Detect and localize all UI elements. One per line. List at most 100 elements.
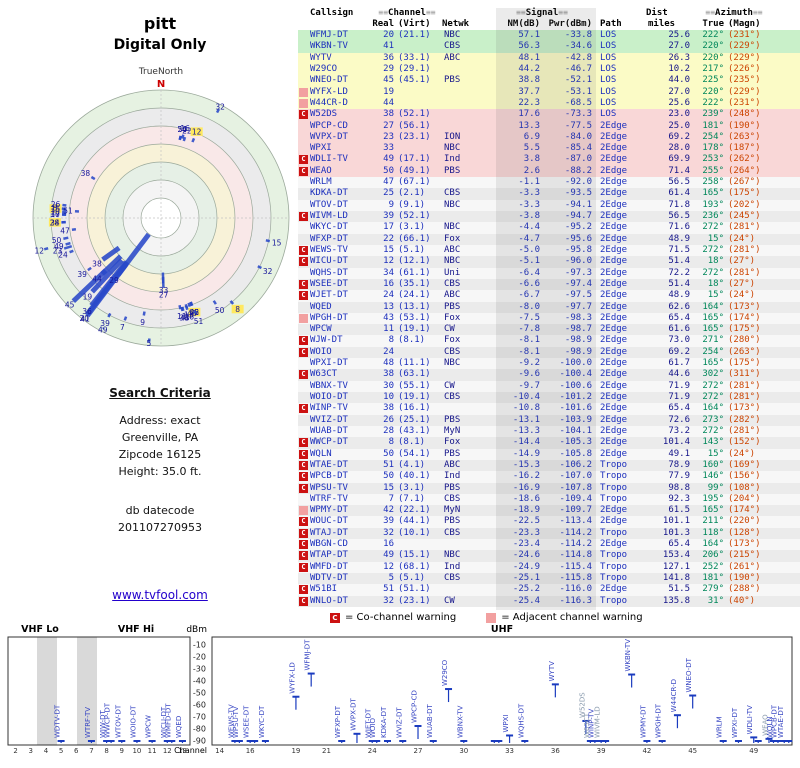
spectrum-callsign-label: WBNX-TV — [456, 705, 464, 738]
magnetic-azimuth-cell: (175°) — [728, 324, 761, 335]
noise-margin-cell: 17.6 — [518, 109, 540, 120]
dbm-tick-label: -20 — [193, 653, 206, 662]
true-azimuth-cell: 165° — [702, 358, 724, 369]
magnetic-azimuth-cell: (288°) — [728, 584, 761, 595]
spectrum-callsign-label: WNEO-DT — [685, 657, 693, 692]
network-cell: NBC — [444, 199, 461, 210]
path-cell: LOS — [600, 52, 617, 63]
power-cell: -34.6 — [564, 41, 592, 52]
radar-channel-label: 26 — [51, 200, 61, 209]
spectrum-callsign-label: WOIO — [369, 718, 377, 738]
header-dist: Dist — [646, 8, 668, 18]
callsign-cell: WYFX-LD — [310, 86, 348, 97]
path-cell: Tropo — [600, 573, 628, 583]
radar-station-marker: 44 — [92, 254, 123, 283]
table-row: WDTV-DT 5 (5.1) CBS -25.1 -115.8 Tropo 141.8 181… — [298, 573, 800, 585]
power-cell: -115.8 — [559, 573, 592, 583]
power-cell: -52.1 — [564, 75, 592, 86]
distance-cell: 48.9 — [668, 233, 690, 244]
true-azimuth-cell: 146° — [702, 471, 724, 482]
callsign-cell: W44CR-D — [310, 97, 348, 108]
noise-margin-cell: -24.9 — [512, 561, 540, 572]
path-cell: 2Edge — [600, 335, 628, 346]
spectrum-station-marker: WUAB-DT — [426, 703, 437, 743]
path-cell: 2Edge — [600, 211, 628, 221]
criteria-address: Address: exact — [119, 414, 201, 427]
spectrum-station-marker: WYFX-LD — [288, 662, 300, 710]
path-cell: 2Edge — [600, 267, 628, 278]
magnetic-azimuth-cell: (245°) — [728, 211, 761, 221]
radar-channel-label: 38 — [179, 314, 189, 323]
real-channel-cell: 27 — [383, 120, 394, 131]
table-row: W44CR-D 44 22.3 -68.5 LOS 25.6 222° (231°) — [298, 97, 800, 110]
radar-station-marker: 39 — [77, 266, 92, 279]
virtual-channel-cell: (11.1) — [398, 358, 431, 369]
table-row: C W63CT 38 (63.1) -9.6 -100.4 2Edge 44.6 302° (31… — [298, 369, 800, 381]
header-true: True — [702, 19, 724, 29]
channel-tick-label: 24 — [368, 747, 377, 755]
spectrum-station-marker: WINP-TV — [587, 709, 599, 743]
dbm-tick-label: -10 — [193, 641, 206, 650]
real-channel-cell: 36 — [383, 52, 394, 63]
spectrum-callsign-label: W63CT — [583, 712, 591, 738]
distance-cell: 23.0 — [668, 109, 690, 120]
callsign-cell: WKYC-DT — [310, 222, 348, 233]
noise-margin-cell: -14.4 — [512, 437, 540, 448]
magnetic-azimuth-cell: (229°) — [728, 52, 761, 63]
magnetic-azimuth-cell: (281°) — [728, 244, 761, 255]
true-azimuth-cell: 143° — [702, 437, 724, 448]
co-channel-warning-badge: C — [299, 369, 309, 380]
network-cell: NBC — [444, 358, 461, 369]
table-row: C WTAP-DT 49 (15.1) NBC -24.6 -114.8 Tropo 153.4… — [298, 550, 800, 562]
power-cell: -101.2 — [559, 392, 592, 402]
magnetic-azimuth-cell: (202°) — [728, 199, 761, 210]
spectrum-station-marker: WFMJ-DT — [304, 639, 315, 687]
warning-box-icon: C — [299, 245, 308, 255]
magnetic-azimuth-cell: (156°) — [728, 471, 761, 482]
distance-cell: 72.2 — [668, 267, 690, 278]
table-row: C WOIO 24 CBS -8.1 -98.9 2Edge 69.2 254° (263°) — [298, 346, 800, 359]
radar-channel-label: 15 — [51, 205, 61, 214]
virtual-channel-cell: (16.1) — [398, 403, 431, 414]
distance-cell: 71.4 — [668, 165, 690, 176]
co-channel-warning-badge: C — [299, 596, 309, 607]
path-cell: 2Edge — [600, 290, 628, 301]
radar-station-marker: 12 — [190, 127, 203, 143]
noise-margin-cell: -6.4 — [518, 267, 540, 278]
report-subtitle: Digital Only — [113, 37, 207, 53]
callsign-cell: WPXI-DT — [310, 358, 348, 369]
highlighted-channel-marker — [231, 304, 244, 314]
real-channel-cell: 50 — [383, 165, 394, 176]
tvfool-link[interactable]: www.tvfool.com — [112, 588, 208, 602]
true-azimuth-cell: 164° — [702, 403, 724, 414]
true-azimuth-cell: 252° — [702, 561, 724, 572]
real-channel-cell: 51 — [383, 459, 394, 470]
virtual-channel-cell: (25.1) — [398, 414, 431, 425]
path-cell: 2Edge — [600, 539, 628, 550]
callsign-cell: WTAP-DT — [310, 550, 348, 561]
spectrum-station-marker: WPSU-TV — [232, 706, 243, 743]
warning-box-icon: C — [299, 347, 308, 357]
magnetic-azimuth-cell: (281°) — [728, 267, 761, 278]
network-cell: PBS — [444, 516, 461, 527]
radar-station-marker: 38 — [81, 169, 96, 181]
spectrum-callsign-label: WSEE-DT — [243, 705, 251, 738]
spectrum-callsign-label: WEWS-TV — [227, 704, 235, 738]
path-cell: 2Edge — [600, 425, 628, 436]
distance-cell: 101.4 — [662, 437, 690, 448]
co-channel-warning-badge: C — [299, 256, 309, 267]
radar-station-marker: 50 — [52, 236, 69, 245]
spectrum-callsign-label: WFXP-DT — [334, 705, 342, 738]
distance-cell: 101.3 — [662, 527, 690, 538]
header-channel: ≡≡Channel≡≡ — [366, 8, 448, 18]
virtual-channel-cell: (7.1) — [398, 493, 426, 504]
path-cell: 2Edge — [600, 392, 628, 402]
radar-channel-label: 50 — [178, 125, 188, 134]
network-cell: NBC — [444, 550, 461, 561]
network-cell: MyN — [444, 425, 461, 436]
radar-markers: 2041362945194438272333495047259391722151… — [35, 103, 282, 349]
power-cell: -94.1 — [564, 199, 592, 210]
adjacent-channel-legend-label: = Adjacent channel warning — [501, 612, 643, 623]
virtual-channel-cell: (17.1) — [398, 154, 431, 165]
